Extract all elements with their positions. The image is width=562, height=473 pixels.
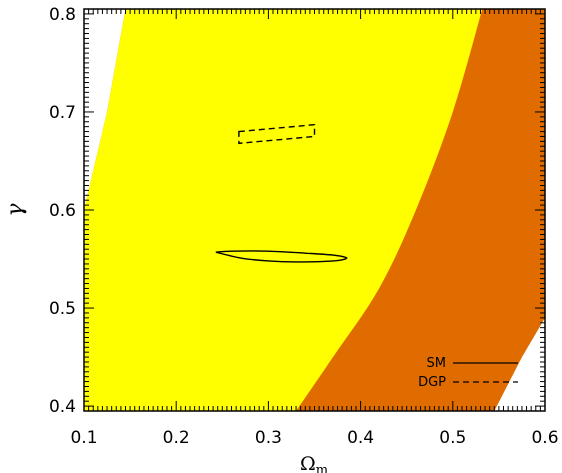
legend: SM DGP: [418, 356, 518, 390]
sm-contour: [215, 250, 348, 263]
inner-band: [84, 9, 483, 411]
x-tick-label: 0.3: [255, 428, 282, 448]
major-ticks: [83, 9, 546, 411]
x-tick-label: 0.2: [163, 428, 190, 448]
y-tick-label: 0.7: [49, 103, 76, 123]
y-tick-label: 0.6: [49, 201, 76, 221]
x-tick-label: 0.1: [70, 428, 97, 448]
y-tick-label: 0.5: [49, 299, 76, 319]
legend-label-sm: SM: [427, 356, 446, 371]
y-tick-labels: 0.4 0.5 0.6 0.7 0.8: [49, 5, 76, 417]
y-tick-label: 0.4: [49, 397, 76, 417]
dgp-contour: [238, 123, 316, 145]
x-axis-label: Ωm: [300, 453, 328, 473]
x-tick-label: 0.5: [439, 428, 466, 448]
x-tick-labels: 0.1 0.2 0.3 0.4 0.5 0.6: [70, 428, 558, 448]
plot-area: [83, 8, 546, 412]
x-tick-label: 0.4: [347, 428, 374, 448]
y-axis-label: γ: [3, 203, 28, 217]
legend-label-dgp: DGP: [418, 375, 446, 390]
minor-ticks: [84, 8, 545, 411]
x-tick-label: 0.6: [531, 428, 558, 448]
y-tick-label: 0.8: [49, 5, 76, 25]
